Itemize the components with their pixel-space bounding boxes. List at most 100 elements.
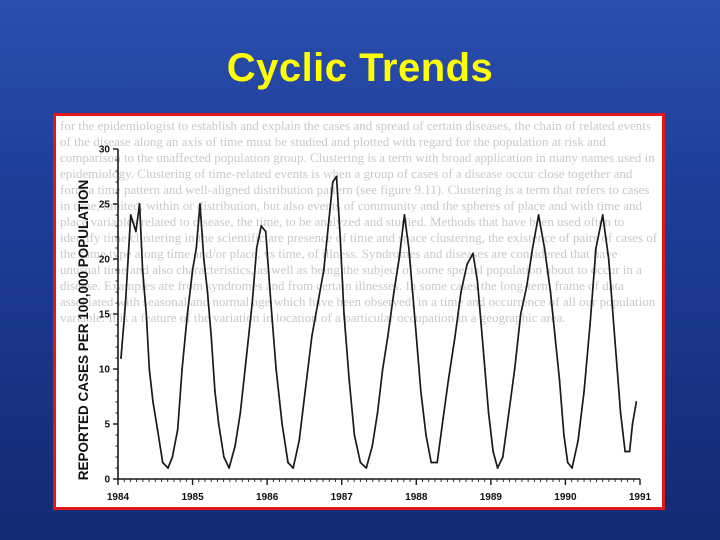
data-point [543,247,546,249]
data-point [487,412,490,414]
y-axis-title: REPORTED CASES PER 100,000 POPULATION [76,180,91,481]
data-point [519,313,522,315]
data-point [447,379,450,381]
data-point [339,236,342,238]
data-point [195,247,198,249]
data-point [419,390,422,392]
data-point [480,324,483,326]
y-tick-label: 15 [99,310,111,321]
data-point [335,175,338,178]
data-point [270,302,272,304]
y-tick-label: 5 [104,420,110,431]
data-point [425,434,427,436]
data-point [138,203,141,205]
x-tick-label: 1984 [107,492,130,503]
data-point [549,291,552,293]
data-point [601,214,604,216]
data-point [234,445,237,447]
data-point [583,390,585,392]
data-point [387,335,389,337]
data-point [476,280,479,282]
data-point [156,428,159,431]
data-point [327,225,330,227]
data-point [206,291,209,293]
data-point [292,467,295,469]
data-point [571,467,573,469]
data-point [210,335,213,337]
data-point [148,368,151,370]
data-point [167,467,169,469]
data-point [371,445,374,447]
data-point [135,230,137,233]
data-point [628,450,631,453]
data-point [595,247,597,249]
data-point [311,335,313,337]
data-point [145,313,148,315]
data-point [407,247,410,249]
data-point [496,467,499,469]
data-point [631,423,634,425]
data-point [607,258,610,260]
data-point [460,291,462,293]
plot-layer [120,175,638,469]
data-point [264,230,267,233]
data-point [507,412,510,414]
x-tick-label: 1987 [331,492,354,503]
data-point [563,434,565,436]
data-point [442,417,444,420]
data-point [430,461,433,464]
data-point [260,225,263,227]
data-point [304,390,307,392]
data-point [472,252,474,255]
data-point [161,461,164,464]
data-point [214,390,216,392]
data-point [577,439,579,442]
y-tick-label: 0 [104,475,110,486]
data-point [317,302,319,304]
x-tick-label: 1988 [405,492,428,503]
data-point [199,203,201,205]
data-point [466,263,468,266]
y-tick-label: 10 [99,365,111,376]
y-tick-label: 20 [99,255,111,266]
axes-layer: 0 5 10 15 20 25 30 1984 1985 1986 1987 1988 1989 1990… [99,145,652,504]
data-point [223,456,225,458]
data-point [245,357,248,359]
y-tick-label: 30 [99,145,111,156]
data-point [411,291,414,293]
data-point [228,467,231,469]
data-point [624,450,626,453]
data-point [152,401,154,403]
data-point [322,269,325,271]
data-point [589,324,591,326]
data-point [353,434,356,436]
data-point [359,461,362,464]
chart-frame: for the epidemiologist to establish and … [53,113,665,510]
line-chart: 0 5 10 15 20 25 30 1984 1985 1986 1987 1988 1989 1990… [76,145,652,504]
data-point [124,302,127,304]
data-point [365,467,368,469]
data-point [186,313,189,315]
data-point [635,401,638,403]
data-point [454,335,456,337]
data-point [239,412,242,414]
data-point [255,247,258,249]
x-tick-label: 1985 [181,492,204,503]
data-point [566,461,569,464]
data-point [171,456,174,458]
data-point [331,181,334,183]
data-point [275,368,277,370]
data-point [558,379,561,381]
data-point [287,461,289,464]
data-point [141,269,144,271]
data-point [393,291,395,293]
data-point [398,258,400,260]
data-point [501,456,504,458]
data-point [415,335,418,337]
data-point [281,423,283,425]
y-tick-label: 25 [99,200,111,211]
data-point [217,423,220,425]
data-point [484,368,486,370]
data-point [129,214,132,216]
data-point [554,335,556,337]
